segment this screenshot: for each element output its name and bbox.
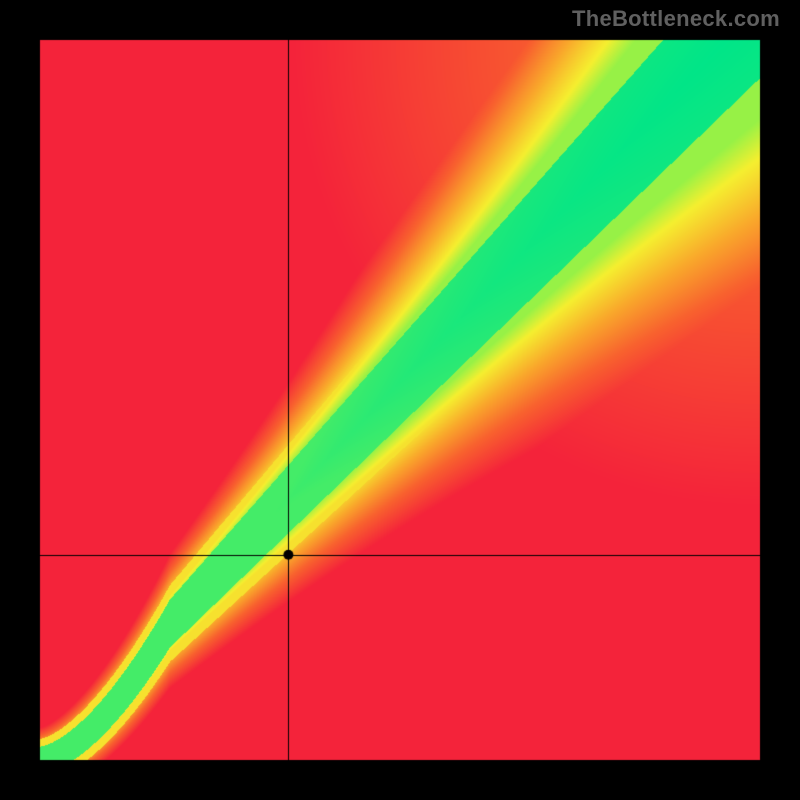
chart-container: TheBottleneck.com	[0, 0, 800, 800]
watermark-text: TheBottleneck.com	[572, 6, 780, 32]
heatmap-canvas	[0, 0, 800, 800]
